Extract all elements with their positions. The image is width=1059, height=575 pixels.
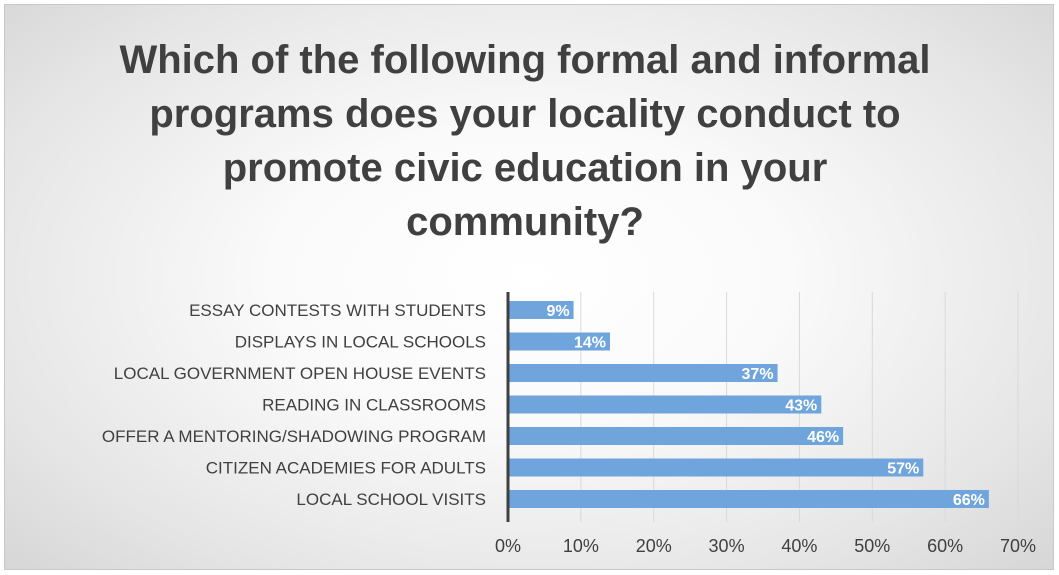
x-tick-label: 40% [781, 536, 817, 556]
bar [508, 458, 924, 477]
x-tick-label: 70% [1000, 536, 1036, 556]
category-label: CITIZEN ACADEMIES FOR ADULTS [206, 459, 486, 478]
x-tick-label: 0% [495, 536, 521, 556]
data-label: 46% [807, 429, 839, 446]
x-tick-label: 10% [563, 536, 599, 556]
bar [508, 364, 778, 382]
bar [508, 332, 610, 351]
x-tick-label: 30% [709, 536, 745, 556]
data-labels: 9% 14% 37% 43% 46% 57% 66% [546, 303, 984, 509]
gridlines [580, 292, 1019, 522]
x-tick-label: 20% [636, 536, 672, 556]
bar [508, 301, 574, 319]
bars [508, 301, 989, 508]
bar [508, 395, 822, 414]
category-labels: ESSAY CONTESTS WITH STUDENTS DISPLAYS IN … [102, 301, 486, 509]
category-label: READING IN CLASSROOMS [262, 396, 486, 415]
data-label: 9% [546, 303, 569, 320]
chart-title: Which of the following formal and inform… [119, 38, 931, 244]
category-label: LOCAL GOVERNMENT OPEN HOUSE EVENTS [114, 364, 486, 383]
bar [508, 427, 844, 445]
category-label: OFFER A MENTORING/SHADOWING PROGRAM [102, 427, 486, 446]
category-label: ESSAY CONTESTS WITH STUDENTS [189, 301, 486, 320]
x-tick-labels: 0% 10% 20% 30% 40% 50% 60% 70% [495, 536, 1036, 556]
bar [508, 490, 989, 508]
data-label: 57% [887, 461, 919, 478]
data-label: 14% [574, 335, 606, 352]
category-label: LOCAL SCHOOL VISITS [296, 490, 486, 509]
data-label: 37% [742, 366, 774, 383]
x-tick-label: 60% [927, 536, 963, 556]
x-tick-label: 50% [854, 536, 890, 556]
data-label: 66% [953, 492, 985, 509]
category-label: DISPLAYS IN LOCAL SCHOOLS [235, 333, 486, 352]
data-label: 43% [785, 398, 817, 415]
